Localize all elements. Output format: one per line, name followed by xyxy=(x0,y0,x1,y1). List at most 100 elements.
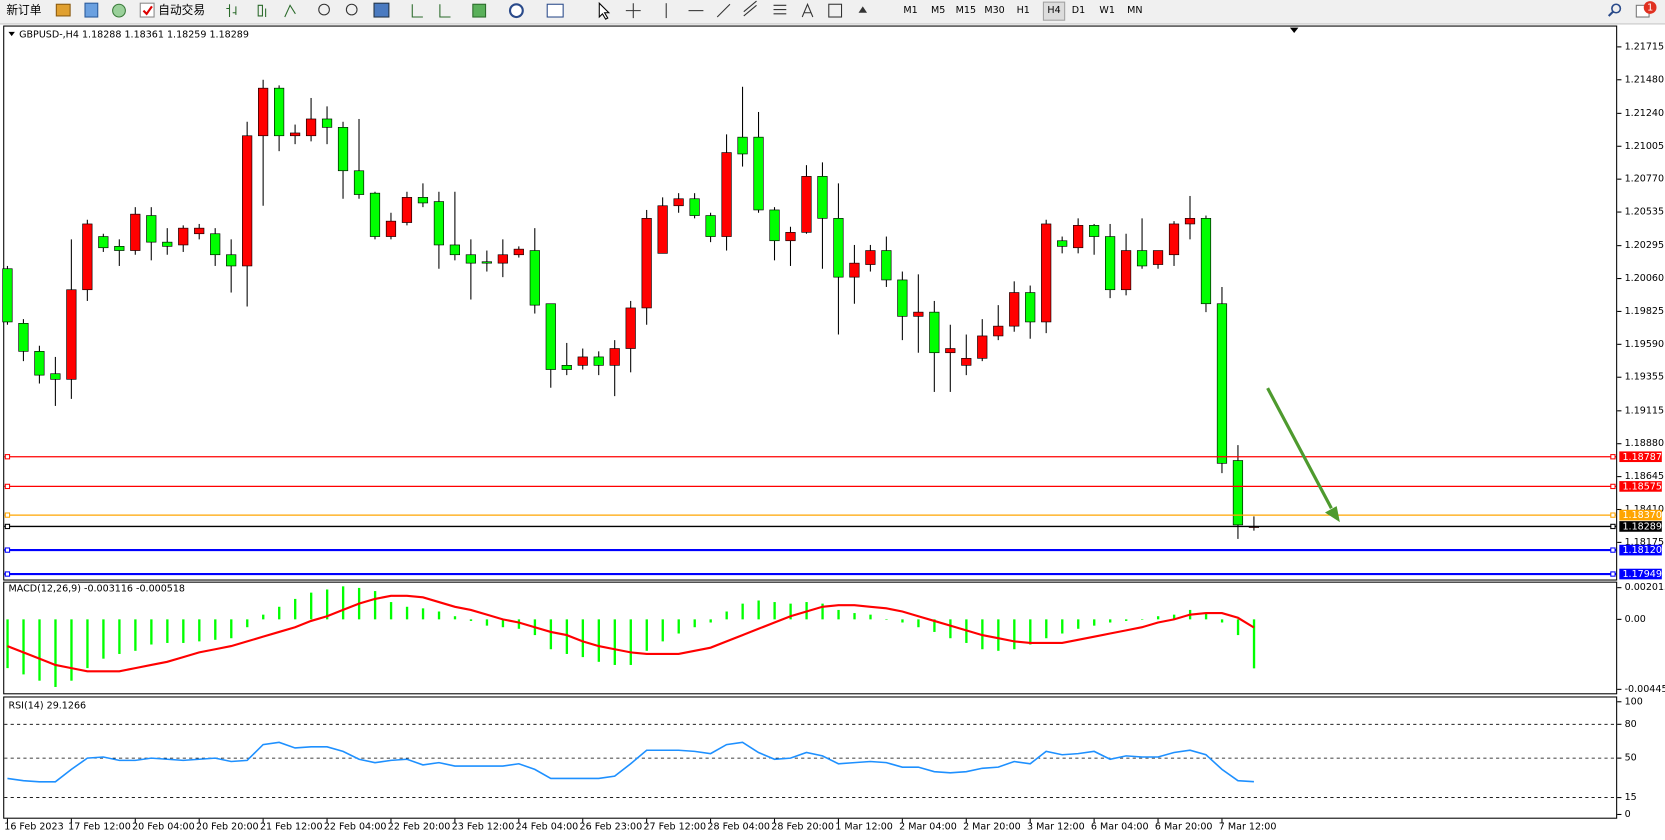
macd-bar xyxy=(262,614,265,620)
periods[interactable] xyxy=(508,3,524,19)
new-order-button[interactable]: 新订单 xyxy=(6,3,41,17)
candle-body xyxy=(961,358,972,366)
auto-trading-button[interactable]: 自动交易 xyxy=(158,3,205,17)
candle-body xyxy=(657,205,668,254)
y-tick-label: 1.21005 xyxy=(1625,141,1664,152)
macd-bar xyxy=(437,611,441,620)
price-level-handle xyxy=(1610,454,1616,460)
icon[interactable] xyxy=(112,3,126,18)
macd-bar xyxy=(453,616,457,620)
timeframe-button[interactable]: W1 xyxy=(1099,5,1115,16)
icon[interactable] xyxy=(139,2,155,18)
icon[interactable] xyxy=(142,5,153,16)
icon[interactable] xyxy=(84,2,99,18)
symbol-menu[interactable] xyxy=(8,31,15,37)
tile[interactable] xyxy=(373,2,390,18)
macd-bar xyxy=(54,619,57,687)
macd-bar xyxy=(70,619,73,681)
candle-body xyxy=(353,170,365,195)
timeframe-button[interactable]: H4 xyxy=(1047,5,1060,16)
icon[interactable] xyxy=(411,4,423,18)
macd-bar xyxy=(6,619,9,669)
y-tick-label: 100 xyxy=(1625,696,1643,707)
templates[interactable] xyxy=(546,3,564,18)
fibo-tool[interactable] xyxy=(773,4,787,15)
timeframe-button[interactable]: MN xyxy=(1127,5,1142,16)
candle-body xyxy=(1073,225,1084,249)
price-label-box xyxy=(1619,521,1662,532)
candle-body xyxy=(98,236,109,249)
macd-bar xyxy=(485,619,489,626)
timeframe-button[interactable]: D1 xyxy=(1072,5,1085,16)
macd-bar xyxy=(613,619,616,665)
timeframe-button[interactable]: M1 xyxy=(903,5,917,16)
icon[interactable] xyxy=(55,3,71,17)
macd-bar xyxy=(997,619,1000,651)
macd-bar xyxy=(597,619,600,662)
timeframe-button[interactable]: M15 xyxy=(956,5,976,16)
y-tick-label: 50 xyxy=(1625,753,1637,764)
candle-body xyxy=(242,135,253,267)
price-label-box xyxy=(1619,481,1662,492)
price-label: 1.18575 xyxy=(1622,481,1661,492)
timeframe-selected xyxy=(1042,1,1066,21)
icon[interactable] xyxy=(284,4,296,18)
icon[interactable] xyxy=(439,4,451,18)
x-tick-label: 28 Feb 04:00 xyxy=(707,822,770,833)
y-tick-label: 1.19115 xyxy=(1625,405,1664,416)
price-level-handle xyxy=(4,483,11,490)
timeframe-button[interactable]: M30 xyxy=(984,5,1004,16)
candle-body xyxy=(849,262,860,278)
y-tick-label: 1.21715 xyxy=(1625,41,1664,52)
trendline-tool[interactable] xyxy=(716,3,731,18)
timeframe-button[interactable]: H1 xyxy=(1017,5,1030,16)
candle-body xyxy=(321,118,333,128)
candle-body xyxy=(50,373,61,380)
price-label: 1.18370 xyxy=(1622,510,1661,521)
zoom-in[interactable] xyxy=(318,3,330,16)
macd-bar xyxy=(645,619,648,651)
text-tool[interactable] xyxy=(801,2,814,18)
macd-bar xyxy=(1236,619,1240,636)
crosshair[interactable] xyxy=(625,3,641,19)
candle-body xyxy=(801,176,812,233)
price-label-box xyxy=(1619,544,1662,556)
macd-bar xyxy=(949,619,952,639)
notification-badge[interactable] xyxy=(1643,1,1657,14)
rsi-header: RSI(14) 29.1266 xyxy=(9,701,87,712)
macd-bar xyxy=(517,619,521,629)
candle-body xyxy=(114,246,125,251)
candle-body xyxy=(274,87,285,137)
icon[interactable] xyxy=(226,4,237,18)
macd-bar xyxy=(901,619,904,623)
candle-body xyxy=(513,248,524,256)
macd-bar xyxy=(421,608,425,620)
candle-body xyxy=(449,244,460,256)
rsi-line xyxy=(7,741,1254,783)
macd-bar xyxy=(725,611,728,620)
macd-bar xyxy=(38,619,41,681)
x-tick-label: 23 Feb 12:00 xyxy=(452,822,515,833)
macd-bar xyxy=(565,619,569,654)
candle-body xyxy=(1232,460,1244,526)
channel-tool[interactable] xyxy=(743,0,757,17)
x-tick-label: 6 Mar 20:00 xyxy=(1155,822,1213,833)
indicators[interactable] xyxy=(472,3,487,18)
cursor[interactable] xyxy=(598,1,611,20)
macd-bar xyxy=(166,619,169,643)
candle-body xyxy=(1184,218,1196,225)
timeframe-button[interactable]: M5 xyxy=(931,5,945,16)
icon[interactable] xyxy=(257,4,267,18)
candle-body xyxy=(34,351,45,376)
arrows-tool[interactable] xyxy=(858,6,868,13)
candle-body xyxy=(1089,225,1100,237)
macd-bar xyxy=(581,619,585,658)
candle-body xyxy=(1168,223,1180,256)
label-tool[interactable] xyxy=(828,3,843,18)
macd-bar xyxy=(1093,619,1096,626)
search[interactable] xyxy=(1611,3,1622,14)
zoom-out[interactable] xyxy=(345,3,358,16)
macd-bar xyxy=(405,606,409,620)
candle-body xyxy=(641,218,652,309)
